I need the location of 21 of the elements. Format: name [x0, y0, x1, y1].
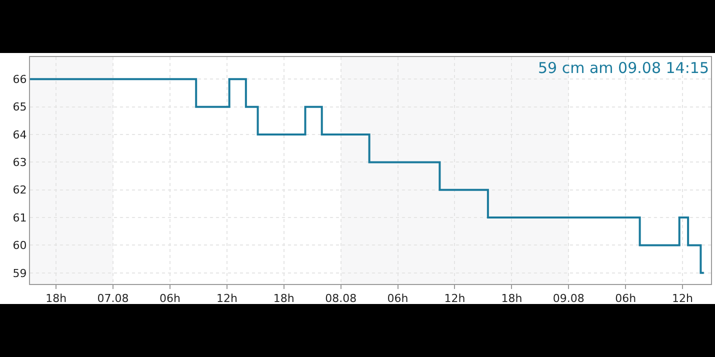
- y-tick-label: 66: [12, 73, 27, 86]
- x-tick-label: 12h: [216, 292, 238, 306]
- y-tick-label: 65: [12, 100, 27, 114]
- x-tick-label: 12h: [672, 292, 694, 306]
- x-tick-label: 18h: [46, 292, 67, 306]
- x-tick-label: 07.08: [97, 292, 129, 306]
- y-tick-label: 64: [12, 128, 27, 142]
- x-tick-label: 06h: [160, 292, 181, 306]
- y-tick-label: 59: [12, 266, 27, 280]
- y-tick-label: 63: [12, 156, 27, 170]
- y-tick-label: 60: [12, 239, 27, 252]
- x-tick-label: 12h: [444, 292, 466, 306]
- x-tick-label: 18h: [273, 292, 294, 306]
- x-tick-label: 09.08: [552, 292, 584, 306]
- y-tick-label: 62: [12, 184, 27, 197]
- x-tick-label: 08.08: [325, 292, 357, 306]
- x-tick-label: 06h: [387, 292, 408, 306]
- x-tick-label: 18h: [501, 292, 522, 306]
- annotation: 59 cm am 09.08 14:15: [538, 59, 709, 77]
- y-tick-label: 61: [12, 211, 27, 224]
- x-tick-label: 06h: [615, 292, 636, 306]
